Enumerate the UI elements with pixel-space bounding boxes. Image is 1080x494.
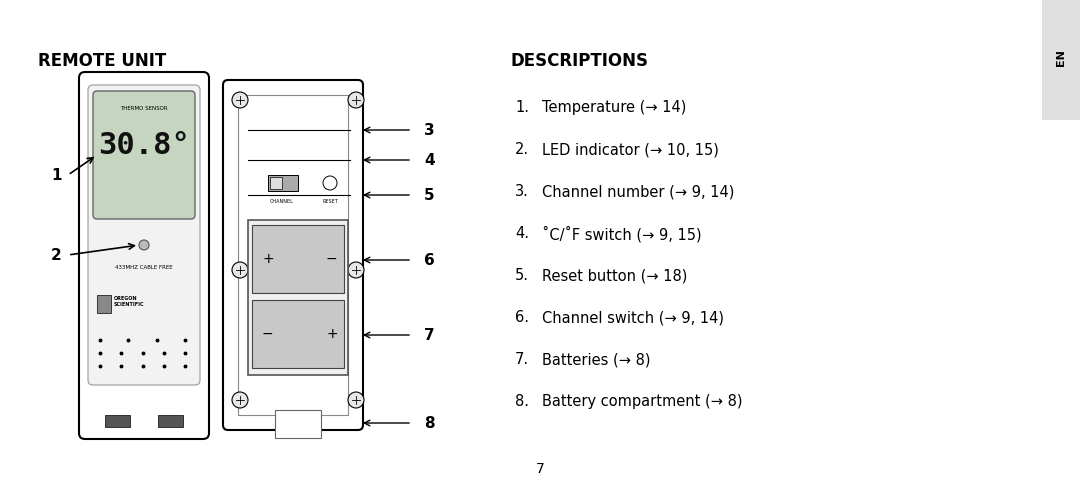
Bar <box>97 295 111 313</box>
Text: 3: 3 <box>424 123 434 137</box>
Text: Temperature (→ 14): Temperature (→ 14) <box>542 100 687 115</box>
Bar <box>248 220 348 375</box>
Bar <box>158 415 183 427</box>
Text: Reset button (→ 18): Reset button (→ 18) <box>542 268 687 283</box>
Text: RESET: RESET <box>322 199 338 204</box>
Bar <box>268 175 298 191</box>
FancyBboxPatch shape <box>93 91 195 219</box>
Text: REMOTE UNIT: REMOTE UNIT <box>38 52 166 70</box>
Text: Channel number (→ 9, 14): Channel number (→ 9, 14) <box>542 184 734 199</box>
Circle shape <box>348 262 364 278</box>
Text: 7.: 7. <box>515 352 529 367</box>
Text: 2: 2 <box>51 247 62 262</box>
Bar <box>275 410 321 438</box>
Circle shape <box>232 262 248 278</box>
Text: −: − <box>326 252 338 266</box>
Bar <box>252 225 345 293</box>
Text: 1.: 1. <box>515 100 529 115</box>
Text: 5: 5 <box>424 188 434 203</box>
Text: Batteries (→ 8): Batteries (→ 8) <box>542 352 650 367</box>
Text: 7: 7 <box>536 462 544 476</box>
FancyBboxPatch shape <box>87 85 200 385</box>
Text: 30.8°: 30.8° <box>98 130 190 160</box>
Circle shape <box>232 92 248 108</box>
Text: 5.: 5. <box>515 268 529 283</box>
Text: 4: 4 <box>424 153 434 167</box>
Circle shape <box>232 392 248 408</box>
Text: 2.: 2. <box>515 142 529 157</box>
Text: EN: EN <box>1056 49 1066 66</box>
Bar <box>252 300 345 368</box>
Text: OREGON
SCIENTIFIC: OREGON SCIENTIFIC <box>114 296 145 307</box>
Text: 1: 1 <box>52 167 62 182</box>
Bar <box>105 415 130 427</box>
Text: ˚C/˚F switch (→ 9, 15): ˚C/˚F switch (→ 9, 15) <box>542 226 702 243</box>
Bar <box>270 177 282 189</box>
Text: DESCRIPTIONS: DESCRIPTIONS <box>510 52 648 70</box>
Text: +: + <box>262 252 273 266</box>
Text: +: + <box>326 327 338 341</box>
Circle shape <box>348 392 364 408</box>
Text: −: − <box>262 327 273 341</box>
Text: 6.: 6. <box>515 310 529 325</box>
Text: Battery compartment (→ 8): Battery compartment (→ 8) <box>542 394 743 409</box>
FancyBboxPatch shape <box>79 72 210 439</box>
Text: CHANNEL: CHANNEL <box>270 199 294 204</box>
Bar <box>1042 0 1080 120</box>
Text: LED indicator (→ 10, 15): LED indicator (→ 10, 15) <box>542 142 719 157</box>
Text: Channel switch (→ 9, 14): Channel switch (→ 9, 14) <box>542 310 724 325</box>
Text: 4.: 4. <box>515 226 529 241</box>
Text: 8: 8 <box>424 415 434 430</box>
Text: 3.: 3. <box>515 184 529 199</box>
FancyBboxPatch shape <box>222 80 363 430</box>
Text: 7: 7 <box>424 328 434 342</box>
Circle shape <box>139 240 149 250</box>
Text: 433MHZ CABLE FREE: 433MHZ CABLE FREE <box>116 265 173 270</box>
Text: 8.: 8. <box>515 394 529 409</box>
Circle shape <box>323 176 337 190</box>
Text: THERMO SENSOR: THERMO SENSOR <box>120 106 167 111</box>
Circle shape <box>348 92 364 108</box>
Text: 6: 6 <box>424 252 435 267</box>
